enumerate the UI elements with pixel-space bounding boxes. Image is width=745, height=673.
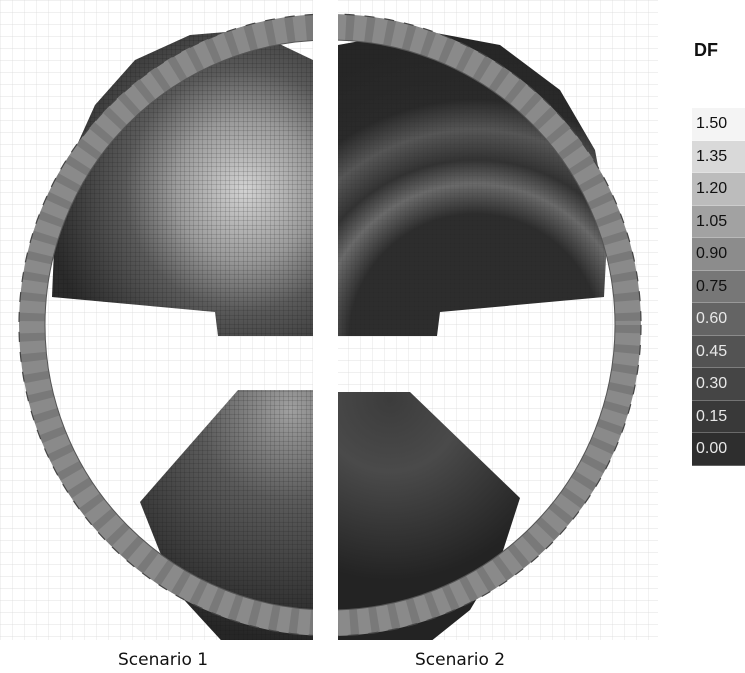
legend-entry: 1.05 <box>692 205 745 238</box>
legend-entry: 1.35 <box>692 140 745 173</box>
scenario-1-panel <box>0 0 313 640</box>
legend-entry: 1.50 <box>692 108 745 141</box>
legend-entry: 0.60 <box>692 303 745 336</box>
dome-rim <box>338 13 642 637</box>
legend-entry: 0.15 <box>692 400 745 433</box>
dome-rim <box>18 13 313 637</box>
legend-entry: 0.90 <box>692 238 745 271</box>
legend-title: DF <box>694 40 718 60</box>
scenario-1-caption: Scenario 1 <box>118 650 209 670</box>
scenario-2-panel <box>338 0 658 640</box>
legend-entry: 1.20 <box>692 173 745 206</box>
scenario-2-caption: Scenario 2 <box>415 650 506 670</box>
legend-entry: 0.00 <box>692 433 745 466</box>
legend-entry: 0.30 <box>692 368 745 401</box>
legend-entry: 0.75 <box>692 270 745 303</box>
df-legend: 1.50 1.35 1.20 1.05 0.90 0.75 0.60 0.45 0.30 0.15… <box>692 108 745 466</box>
legend-entry: 0.45 <box>692 335 745 368</box>
